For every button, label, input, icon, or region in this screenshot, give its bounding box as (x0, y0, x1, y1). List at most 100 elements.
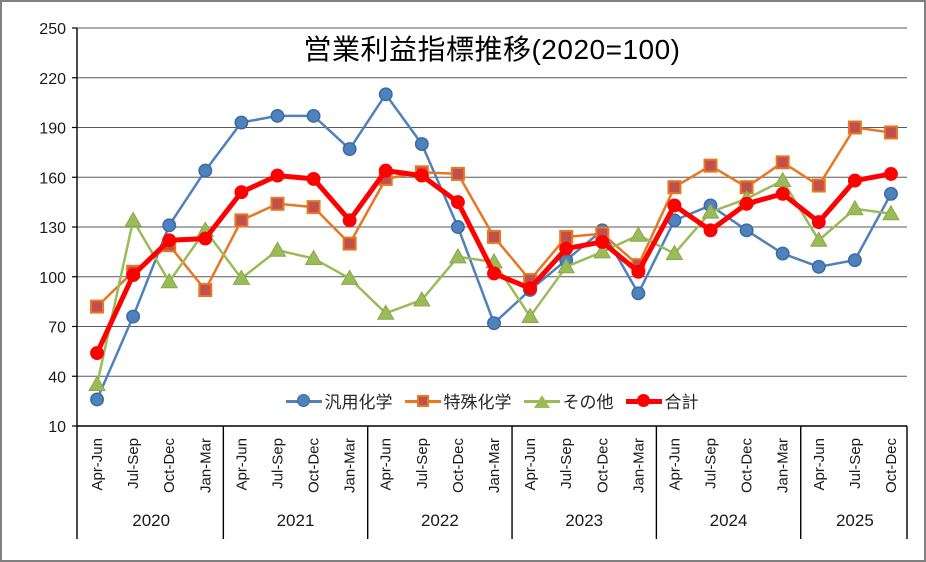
x-axis-quarter-label: Apr-Jun (666, 438, 683, 491)
x-axis-quarter-label: Oct-Dec (739, 438, 756, 494)
data-point-circle (198, 231, 213, 246)
x-axis-quarter-label: Jul-Sep (847, 438, 864, 489)
series-2 (88, 171, 900, 392)
x-axis-quarter-label: Oct-Dec (306, 438, 323, 494)
data-point-square (847, 120, 862, 135)
data-point-circle (342, 142, 357, 157)
x-axis-year-label: 2023 (565, 511, 603, 530)
legend-square-marker-icon (404, 393, 441, 409)
data-point-triangle (665, 244, 684, 261)
data-point-square (342, 236, 357, 251)
data-point-triangle (773, 171, 792, 188)
data-point-circle (631, 264, 646, 279)
x-axis-quarter-label: Apr-Jun (811, 438, 828, 491)
x-axis-quarter-label: Jul-Sep (703, 438, 720, 489)
data-point-circle (234, 185, 249, 200)
y-axis-tick-label: 130 (39, 220, 66, 237)
x-axis-year-label: 2021 (277, 511, 315, 530)
y-axis-labels: 10 40 70 100 130 160 190 220 250 (39, 21, 66, 436)
data-point-triangle (882, 204, 900, 221)
x-axis-quarter-label: Oct-Dec (594, 438, 611, 494)
data-point-circle (523, 281, 538, 296)
data-point-circle (270, 108, 285, 123)
data-point-circle (414, 137, 429, 152)
data-point-circle (884, 166, 898, 181)
x-axis-quarter-label: Apr-Jun (522, 438, 539, 491)
legend-triangle-marker-icon (523, 393, 560, 409)
data-point-circle (487, 266, 501, 281)
series-2-line (95, 179, 892, 385)
data-point-circle (378, 163, 393, 178)
y-axis-tick-label: 40 (48, 369, 66, 386)
x-axis-quarter-label: Jan-Mar (342, 438, 359, 493)
data-point-circle (487, 316, 501, 331)
x-axis-quarter-label: Jan-Mar (775, 438, 792, 493)
data-point-triangle (88, 375, 106, 392)
data-point-circle (595, 234, 610, 249)
series-0-line (95, 93, 893, 400)
x-axis-quarter-label: Jul-Sep (558, 438, 575, 489)
data-point-circle (667, 198, 682, 213)
chart-legend: 汎用化学 特殊化学 その他 合計 (77, 388, 907, 413)
data-point-triangle (304, 249, 323, 266)
data-point-triangle (124, 211, 142, 227)
data-point-triangle (340, 269, 359, 285)
data-point-triangle (412, 290, 431, 307)
data-point-square (198, 283, 213, 298)
y-axis-tick-label: 250 (39, 21, 66, 38)
data-point-circle (90, 392, 104, 407)
data-point-circle (234, 115, 249, 130)
data-point-circle (811, 259, 826, 274)
data-point-circle (126, 309, 141, 324)
data-point-circle (559, 241, 574, 256)
data-point-square (811, 178, 826, 193)
data-point-circle (306, 171, 321, 186)
series-1 (90, 120, 898, 314)
data-point-square (306, 200, 321, 215)
data-point-triangle (376, 304, 395, 320)
data-point-square (450, 166, 465, 181)
series-3 (90, 163, 898, 360)
data-point-circle (811, 215, 826, 229)
data-point-circle (739, 223, 754, 238)
data-point-circle (739, 196, 754, 211)
data-point-circle (847, 253, 862, 268)
x-axis-quarter-label: Jul-Sep (414, 438, 431, 489)
x-axis-year-label: 2022 (421, 511, 459, 530)
data-point-square (487, 229, 501, 244)
legend-item-specialty-chemicals: 特殊化学 (404, 388, 512, 413)
data-point-triangle (268, 241, 287, 257)
x-axis-quarter-label: Jan-Mar (630, 438, 647, 493)
data-point-circle (847, 173, 862, 188)
x-axis-quarter-labels: Apr-Jun Jul-Sep Oct-Dec Jan-Mar Apr-Jun Jul-S… (89, 438, 900, 494)
data-point-square (559, 229, 574, 244)
axes (76, 28, 908, 539)
data-point-triangle (809, 231, 828, 247)
data-point-circle (90, 346, 104, 360)
data-point-circle (775, 186, 790, 201)
x-axis-quarter-label: Oct-Dec (883, 438, 900, 494)
data-point-square (775, 155, 790, 170)
data-point-triangle (846, 199, 864, 216)
data-point-square (667, 180, 682, 195)
chart-title: 営業利益指標推移(2020=100) (303, 34, 681, 65)
x-axis-quarter-label: Jul-Sep (269, 438, 286, 489)
data-point-circle (270, 168, 285, 183)
x-axis-year-labels: 2020 2021 2022 2023 2024 2025 (132, 511, 874, 530)
x-axis-quarter-label: Oct-Dec (161, 438, 178, 494)
x-axis-year-label: 2025 (836, 511, 874, 530)
data-point-square (270, 196, 285, 211)
legend-circle-marker-icon (285, 393, 322, 409)
data-point-square (703, 158, 718, 173)
data-point-circle (162, 218, 177, 233)
legend-label: 汎用化学 (324, 393, 393, 412)
data-point-circle (306, 108, 321, 123)
legend-label: 合計 (664, 393, 699, 412)
data-point-circle (450, 195, 465, 210)
y-axis-tick-label: 100 (39, 270, 66, 287)
y-axis-tick-label: 70 (48, 320, 66, 337)
y-axis-tick-label: 190 (39, 121, 66, 138)
data-point-triangle (160, 272, 179, 289)
data-point-circle (884, 186, 898, 201)
